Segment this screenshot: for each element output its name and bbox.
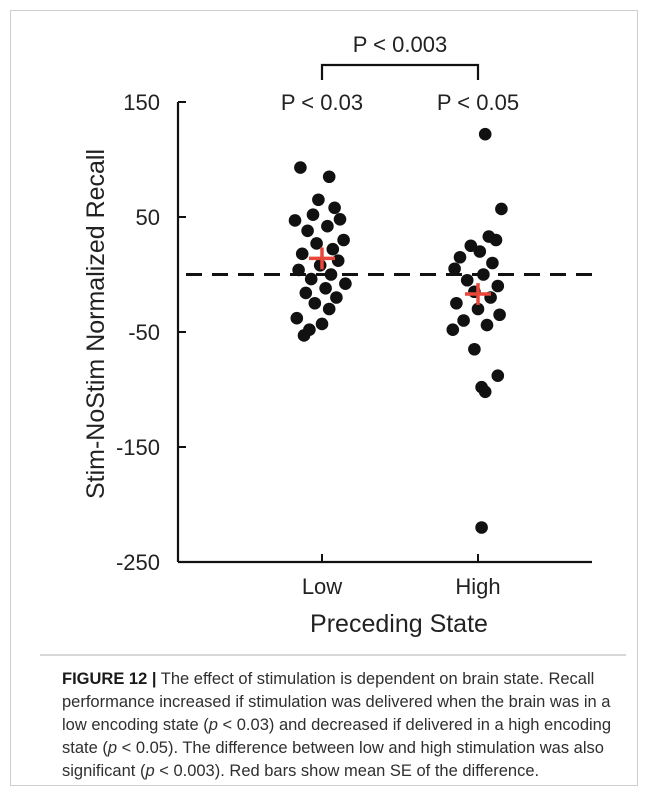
data-point (446, 323, 460, 337)
mean-markers (309, 247, 491, 305)
data-point (453, 250, 467, 264)
axes: 150 50 -50 -150 -250 Low High (116, 90, 592, 599)
data-points (288, 127, 508, 534)
y-tick-label: 150 (123, 90, 160, 115)
data-point (321, 219, 334, 233)
data-point (475, 521, 488, 534)
data-point (333, 213, 347, 226)
data-point (312, 193, 325, 207)
axis-labels: Preceding State Stim-NoStim Normalized Re… (82, 149, 488, 638)
data-point (326, 242, 340, 256)
data-point (480, 318, 494, 332)
data-point (478, 127, 492, 141)
caption-separator (40, 654, 626, 656)
data-point (457, 314, 470, 327)
data-point (493, 308, 506, 322)
data-point (294, 161, 307, 174)
data-point (299, 286, 313, 300)
data-point (450, 296, 463, 310)
data-point (331, 254, 345, 267)
data-point (464, 239, 478, 253)
high-p-label: P < 0.05 (437, 90, 519, 115)
x-tick-label: Low (302, 574, 342, 599)
caption-p3-symbol: p (145, 762, 155, 780)
data-point (310, 237, 323, 250)
data-point (322, 170, 336, 184)
y-tick-label: -250 (116, 550, 160, 575)
scatter-chart: 150 50 -50 -150 -250 Low High P < 0.03 P < 0.05… (82, 32, 592, 638)
x-tick-label: High (455, 574, 500, 599)
figure-caption: FIGURE 12 | The effect of stimulation is… (62, 668, 628, 783)
caption-text-3: < 0.05). The difference between low and … (62, 739, 604, 780)
y-tick-label: -50 (128, 320, 160, 345)
data-point (330, 291, 343, 304)
data-point (486, 256, 499, 270)
data-point (319, 282, 332, 295)
caption-text-4: < 0.003). Red bars show mean SE of the d… (154, 762, 540, 780)
data-point (290, 311, 304, 325)
data-point (288, 214, 302, 227)
caption-lead: FIGURE 12 | (62, 670, 157, 688)
data-point (478, 385, 492, 399)
data-point (477, 268, 490, 281)
data-point (313, 259, 327, 272)
between-p-label: P < 0.003 (353, 32, 447, 57)
data-point (471, 302, 485, 316)
significance-bracket (320, 63, 480, 80)
data-point (473, 245, 487, 258)
data-point (448, 262, 461, 276)
significance-annotations: P < 0.03 P < 0.05 P < 0.003 (281, 32, 519, 115)
caption-text-1: The effect of stimulation is dependent o… (62, 670, 611, 734)
data-point (324, 268, 338, 281)
caption-text-2: < 0.03) and decreased if delivered in a … (62, 716, 612, 757)
data-point (491, 369, 505, 383)
y-axis-title: Stim-NoStim Normalized Recall (82, 149, 110, 499)
data-point (339, 277, 352, 291)
data-point (306, 208, 320, 221)
figure-frame (10, 10, 638, 786)
data-point (304, 272, 318, 286)
data-point (468, 342, 481, 356)
data-point (308, 296, 322, 310)
x-axis-title: Preceding State (310, 610, 488, 638)
data-point (495, 202, 508, 216)
data-point (322, 302, 336, 316)
data-point (297, 329, 311, 342)
data-point (491, 279, 505, 293)
y-tick-label: -150 (116, 435, 160, 460)
y-tick-label: 50 (136, 205, 160, 230)
data-point (337, 233, 350, 247)
data-point (328, 201, 341, 215)
data-point (295, 247, 309, 261)
data-point (489, 233, 503, 247)
data-point (292, 263, 305, 277)
caption-p2-symbol: p (107, 739, 118, 757)
caption-p1-symbol: p (208, 716, 218, 734)
low-p-label: P < 0.03 (281, 90, 363, 115)
data-point (460, 273, 474, 287)
data-point (315, 317, 329, 331)
data-point (301, 224, 314, 238)
